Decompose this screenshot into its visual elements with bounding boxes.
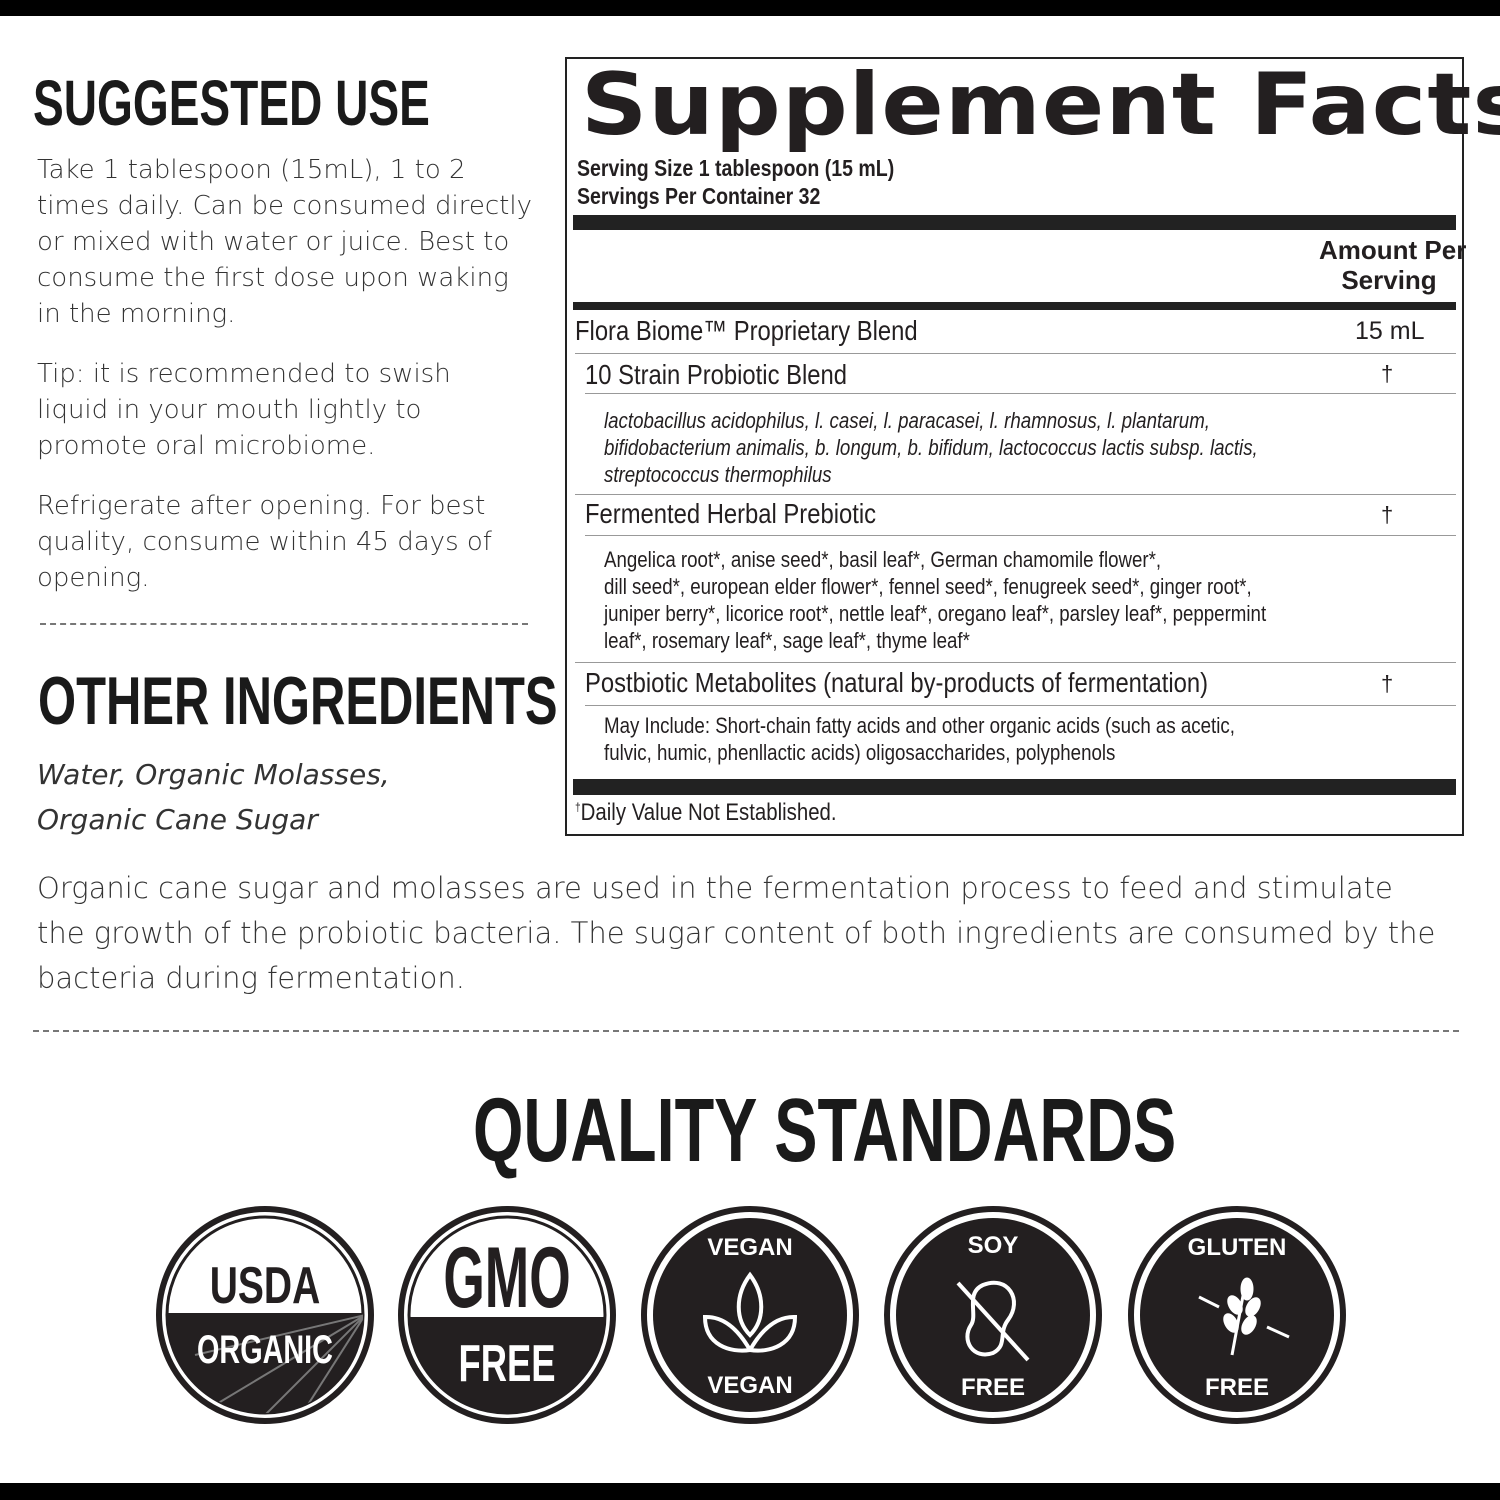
svg-text:FREE: FREE <box>961 1374 1025 1401</box>
soy-free-icon: SOY FREE <box>884 1206 1102 1424</box>
amount-header: Amount Per Serving <box>1319 235 1467 295</box>
servings-per-container: Servings Per Container 32 <box>577 183 821 209</box>
top-border <box>0 0 1500 16</box>
rule <box>575 353 1456 354</box>
medium-rule <box>573 302 1456 310</box>
divider <box>33 1030 1459 1032</box>
facts-title: Supplement Facts <box>581 55 1500 155</box>
svg-text:USDA: USDA <box>210 1255 320 1314</box>
vegan-icon: VEGAN VEGAN <box>641 1206 859 1424</box>
soybean-crossed-icon <box>956 1280 1030 1362</box>
rule <box>575 662 1456 663</box>
other-ingredients-text: Water, Organic Molasses, Organic Cane Su… <box>37 758 390 836</box>
blend-name: Flora Biome™ Proprietary Blend <box>575 315 918 346</box>
dagger: † <box>1381 502 1394 527</box>
ingredient-name: 10 Strain Probiotic Blend <box>585 359 847 390</box>
quality-standards-heading: QUALITY STANDARDS <box>473 1081 1177 1181</box>
bottom-border <box>0 1483 1500 1500</box>
svg-text:GLUTEN: GLUTEN <box>1188 1234 1287 1261</box>
ingredient-name: Postbiotic Metabolites (natural by-produ… <box>585 667 1209 698</box>
dagger: † <box>1381 361 1394 386</box>
supplement-facts-panel: Supplement Facts Serving Size 1 tablespo… <box>565 55 1500 836</box>
svg-text:FREE: FREE <box>1205 1374 1269 1401</box>
dagger: † <box>1381 671 1394 696</box>
thick-rule <box>573 215 1456 230</box>
svg-text:GMO: GMO <box>443 1230 570 1326</box>
rule <box>585 705 1456 706</box>
svg-text:FREE: FREE <box>458 1333 555 1392</box>
gluten-free-icon: GLUTEN FREE <box>1128 1206 1346 1424</box>
herbal-list: Angelica root*, anise seed*, basil leaf*… <box>604 547 1267 653</box>
ingredient-name: Fermented Herbal Prebiotic <box>585 498 877 529</box>
blend-amount: 15 mL <box>1355 317 1425 345</box>
divider <box>40 623 528 625</box>
gmo-free-icon: GMO FREE <box>398 1206 616 1424</box>
wheat-crossed-icon <box>1198 1277 1290 1356</box>
rule <box>585 535 1456 536</box>
storage-text: Refrigerate after opening. For best qual… <box>37 491 492 593</box>
sugar-note: Organic cane sugar and molasses are used… <box>37 871 1436 995</box>
serving-size: Serving Size 1 tablespoon (15 mL) <box>577 155 895 181</box>
svg-text:VEGAN: VEGAN <box>707 1372 792 1399</box>
other-ingredients-heading: OTHER INGREDIENTS <box>38 663 558 739</box>
usda-organic-icon: USDA ORGANIC <box>156 1206 374 1424</box>
rule <box>585 393 1456 394</box>
probiotic-strains: lactobacillus acidophilus, l. casei, l. … <box>604 408 1258 487</box>
suggested-use-text: Take 1 tablespoon (15mL), 1 to 2 times d… <box>37 155 532 329</box>
svg-text:VEGAN: VEGAN <box>707 1234 792 1261</box>
rule <box>575 494 1456 495</box>
leaf-icon <box>702 1271 798 1353</box>
postbiotic-list: May Include: Short-chain fatty acids and… <box>604 713 1235 765</box>
thick-rule <box>573 779 1456 795</box>
footnote: Daily Value Not Established. <box>580 799 837 826</box>
svg-text:SOY: SOY <box>968 1232 1019 1259</box>
svg-text:ORGANIC: ORGANIC <box>197 1327 333 1372</box>
suggested-use-heading: SUGGESTED USE <box>33 67 430 139</box>
tip-text: Tip: it is recommended to swish liquid i… <box>37 359 451 461</box>
